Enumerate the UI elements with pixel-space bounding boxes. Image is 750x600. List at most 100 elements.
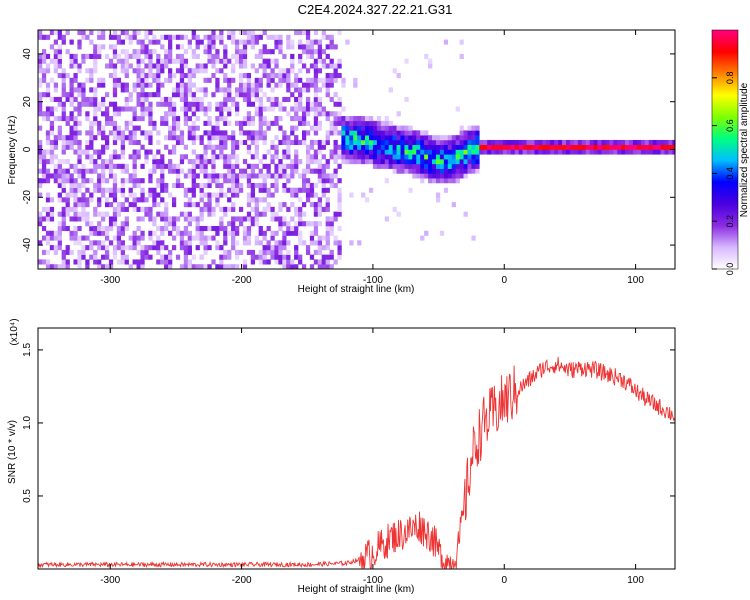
spectrogram-cell [266,187,271,193]
spectrogram-cell [65,192,70,198]
spectrogram-cell [294,77,299,83]
spectrogram-cell [246,178,252,184]
spectrogram-cell [274,116,279,122]
spectrogram-cell [514,144,519,150]
spectrogram-cell [428,154,433,160]
spectrogram-cell [144,34,149,40]
spectrogram-cell [231,149,236,155]
spectrogram-cell [353,149,358,155]
spectrogram-cell [361,120,366,126]
spectrogram-cell [282,202,287,208]
spectrogram-cell [313,30,319,36]
spectrogram-cell [278,202,283,208]
spectrogram-cell [191,49,196,55]
spectrogram-cell [128,92,133,98]
spectrogram-cell [124,101,129,107]
spectrogram-cell [246,192,252,198]
spectrogram-cell [77,197,82,203]
spectrogram-cell [49,159,55,165]
spectrogram-cell [439,139,445,146]
spectrogram-cell [349,149,354,155]
spectrogram-cell [408,154,413,160]
spectrogram-cell [199,206,204,212]
spectrogram-cell [223,163,228,169]
spectrogram-cell [581,149,586,155]
spectrogram-cell [140,111,145,117]
spectrogram-cell [215,58,220,64]
spectrogram-cell [179,92,185,98]
spectrogram-cell [61,173,66,179]
spectrogram-cell [428,139,433,146]
spectrogram-cell [215,87,220,93]
spectrogram-cell [207,44,212,50]
spectrogram-cell [211,44,216,50]
spectrogram-cell [294,125,299,131]
spectrogram-cell [191,125,196,131]
spectrogram-cell [250,249,256,255]
spectrogram-cell [266,173,271,179]
spectrogram-cell [191,92,196,98]
spectrogram-cell [144,254,149,260]
spectrogram-cell [132,139,137,146]
spectrogram-cell [329,73,334,79]
spectrogram-cell [250,92,256,98]
spectrogram-cell [337,202,342,208]
spectrogram-cell [140,101,145,107]
spectrogram-cell [132,68,137,74]
spectrogram-cell [238,82,244,88]
spectrogram-cell [392,163,397,169]
spectrogram-cell [73,168,78,174]
spectrogram-cell [179,58,185,64]
spectrogram-cell [93,182,98,189]
spectrogram-cell [160,225,165,232]
spectrogram-cell [238,187,244,193]
colorbar-tick-label: 0.6 [725,119,735,132]
spectrogram-cell [231,130,236,136]
spectrogram-cell [160,211,165,217]
spectrogram-cell [116,259,122,265]
spectrogram-cell [621,149,626,155]
spectrogram-cell [85,111,90,117]
spectrogram-cell [309,264,315,269]
spectrogram-cell [195,68,200,74]
spectrogram-cell [656,149,661,155]
spectrogram-cell [69,135,74,141]
spectrogram-cell [223,154,228,160]
spectrogram-cell [183,144,189,150]
spectrogram-cell [325,82,330,88]
spectrogram-cell [112,34,118,40]
spectrogram-cell [290,264,295,269]
spectrogram-cell [361,159,366,165]
spectrogram-cell [108,73,114,79]
spectrogram-cell [341,130,346,136]
spectrogram-cell [73,259,78,265]
spectrogram-cell [542,139,547,146]
spectrogram-cell [301,139,307,146]
spectrogram-cell [317,197,322,203]
spectrogram-cell [45,230,51,236]
spectrogram-cell [156,92,161,98]
spectrogram-cell [262,92,267,98]
spectrogram-cell [164,96,169,102]
spectrogram-cell [61,73,66,79]
spectrogram-cell [148,92,153,98]
spectrogram-cell [242,139,248,146]
spectrogram-cell [171,111,177,117]
spectrogram-cell [97,264,102,269]
spectrogram-cell [215,125,220,131]
spectrogram-cell [219,30,224,36]
colorbar-label: Normalized spectral amplitude [739,82,750,217]
spectrogram-cell [124,120,129,126]
spectrogram-y-label: Frequency (Hz) [7,116,18,185]
spectrogram-cell [408,125,413,131]
spectrogram-cell [73,240,78,246]
spectrogram-cell [132,163,137,169]
spectrogram-cell [53,116,58,122]
spectrogram-cell [317,221,322,227]
spectrogram-cell [116,34,122,40]
spectrogram-cell [376,163,382,169]
spectrogram-cell [451,168,456,174]
spectrogram-cell [120,130,125,136]
spectrogram-cell [156,249,161,255]
spectrogram-cell [168,49,173,55]
